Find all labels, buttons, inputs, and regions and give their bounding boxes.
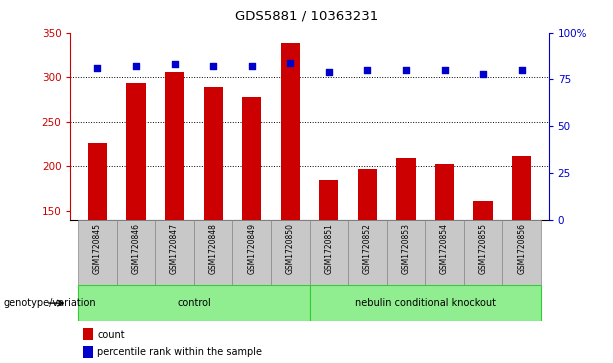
Bar — [88, 143, 107, 220]
Bar — [512, 156, 531, 220]
Bar — [271, 220, 310, 285]
Bar — [194, 220, 232, 285]
Bar — [242, 97, 261, 220]
Bar — [83, 346, 93, 358]
Bar — [116, 220, 155, 285]
Point — [324, 69, 333, 75]
Point — [362, 67, 372, 73]
Bar — [464, 220, 503, 285]
Bar — [165, 72, 185, 220]
Text: GSM1720850: GSM1720850 — [286, 223, 295, 274]
Point — [517, 67, 527, 73]
Text: GSM1720853: GSM1720853 — [402, 223, 411, 274]
Bar — [83, 328, 93, 340]
Text: GSM1720852: GSM1720852 — [363, 223, 372, 274]
Bar — [155, 220, 194, 285]
Text: GSM1720851: GSM1720851 — [324, 223, 333, 274]
Bar — [473, 201, 493, 220]
Bar — [281, 43, 300, 220]
Bar — [397, 158, 416, 220]
Text: control: control — [177, 298, 211, 308]
Bar — [358, 169, 377, 220]
Bar — [503, 220, 541, 285]
Text: percentile rank within the sample: percentile rank within the sample — [97, 347, 262, 357]
Bar — [232, 220, 271, 285]
Bar — [387, 220, 425, 285]
Bar — [348, 220, 387, 285]
Bar — [310, 285, 541, 321]
Point — [170, 62, 180, 68]
Bar — [435, 163, 454, 220]
Bar — [310, 220, 348, 285]
Point — [247, 64, 257, 69]
Text: GSM1720847: GSM1720847 — [170, 223, 179, 274]
Point — [131, 64, 141, 69]
Text: GSM1720854: GSM1720854 — [440, 223, 449, 274]
Text: GSM1720855: GSM1720855 — [479, 223, 487, 274]
Text: GSM1720856: GSM1720856 — [517, 223, 526, 274]
Text: GSM1720845: GSM1720845 — [93, 223, 102, 274]
Point — [93, 65, 102, 71]
Text: count: count — [97, 330, 124, 339]
Bar — [204, 87, 223, 220]
Text: GSM1720848: GSM1720848 — [208, 223, 218, 274]
Point — [478, 71, 488, 77]
Text: GSM1720846: GSM1720846 — [132, 223, 140, 274]
Point — [286, 60, 295, 65]
Bar — [126, 82, 146, 220]
Point — [440, 67, 449, 73]
Bar — [425, 220, 464, 285]
Bar — [319, 180, 338, 220]
Point — [401, 67, 411, 73]
Text: GDS5881 / 10363231: GDS5881 / 10363231 — [235, 9, 378, 22]
Text: GSM1720849: GSM1720849 — [247, 223, 256, 274]
Text: nebulin conditional knockout: nebulin conditional knockout — [355, 298, 496, 308]
Bar — [78, 220, 116, 285]
Text: genotype/variation: genotype/variation — [3, 298, 96, 308]
Point — [208, 64, 218, 69]
Bar — [78, 285, 310, 321]
